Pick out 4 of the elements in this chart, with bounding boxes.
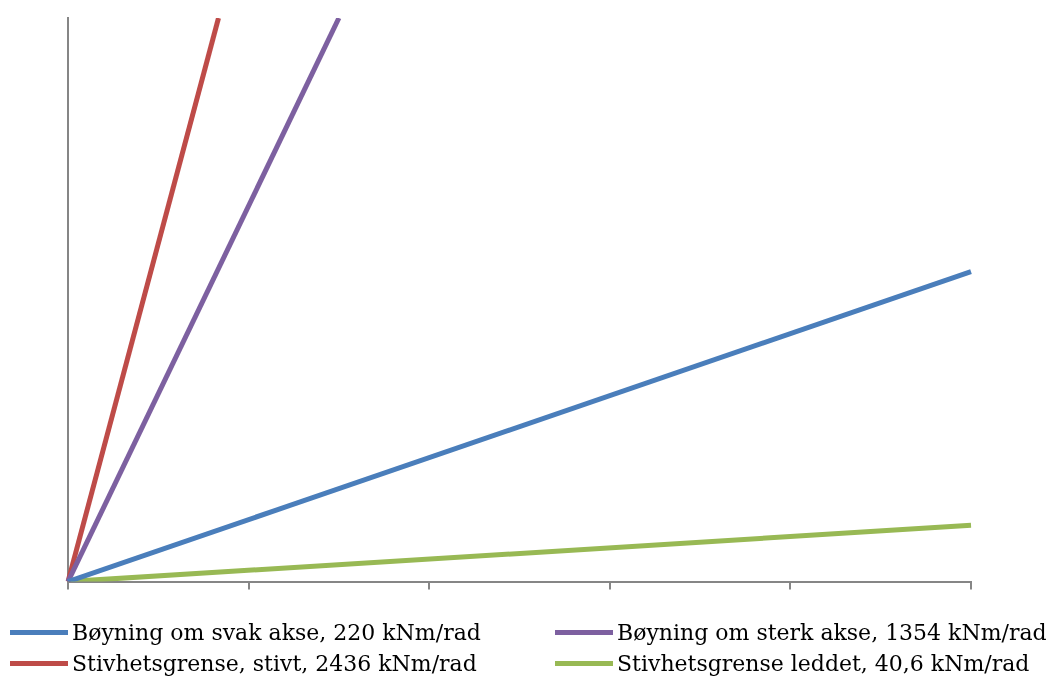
legend-label: Bøyning om svak akse, 220 kNm/rad bbox=[72, 620, 481, 645]
legend-label: Stivhetsgrense, stivt, 2436 kNm/rad bbox=[72, 651, 477, 676]
legend-label: Bøyning om sterk akse, 1354 kNm/rad bbox=[617, 620, 1047, 645]
legend-label: Stivhetsgrense leddet, 40,6 kNm/rad bbox=[617, 651, 1030, 676]
